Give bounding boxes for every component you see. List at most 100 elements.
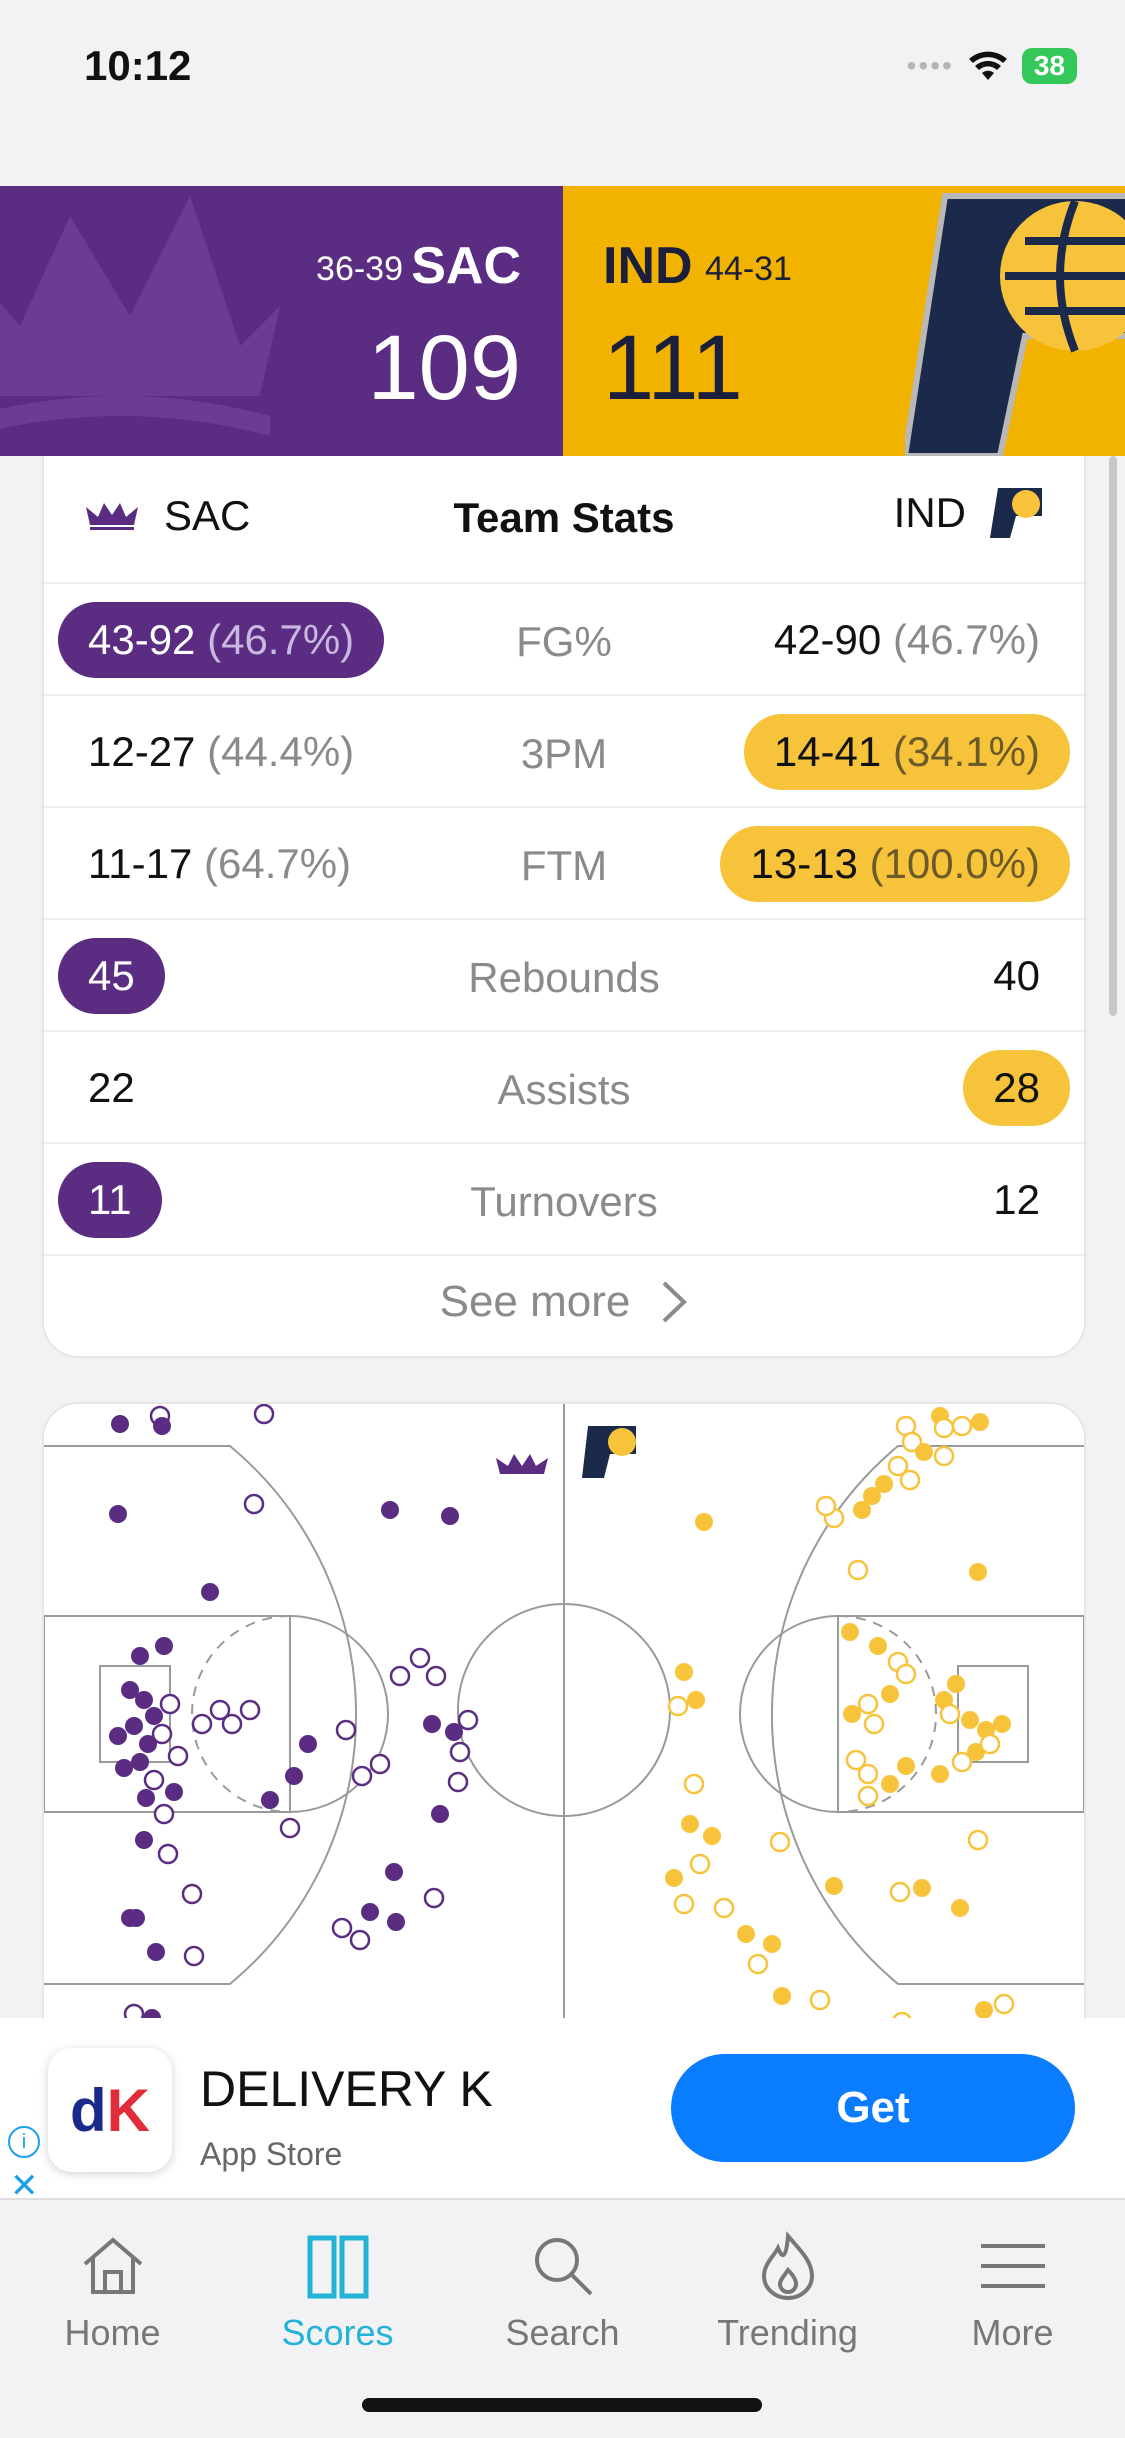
shot-marker [869,1637,887,1655]
shot-marker [971,1413,989,1431]
see-more-button[interactable]: See more [44,1248,1084,1356]
tab-more[interactable]: More [900,2230,1125,2354]
shot-marker [183,1945,205,1967]
shot-chart-card [42,1402,1086,2026]
shot-marker [683,1773,705,1795]
shot-marker [137,1789,155,1807]
shot-marker [155,1637,173,1655]
court-lines [44,1404,1084,2024]
pacers-chart-logo-icon [582,1426,636,1478]
ad-title: DELIVERY K [200,2061,493,2117]
shot-marker [889,1881,911,1903]
stat-row-ftm: 11-17 (64.7%) FTM 13-13 (100.0%) [44,808,1084,920]
team-stats-header: SAC Team Stats IND [44,456,1084,584]
shot-marker [153,1417,171,1435]
status-bar: 10:12 •••• 38 [0,0,1125,140]
shot-marker [153,1803,175,1825]
shot-marker [675,1663,693,1681]
tab-search[interactable]: Search [450,2230,675,2354]
shot-marker [191,1713,213,1735]
shot-marker [447,1771,469,1793]
stat-right-value: 42-90 (46.7%) [773,616,1040,663]
shot-marker [431,1805,449,1823]
tab-trending[interactable]: Trending [675,2230,900,2354]
shot-marker [863,1487,881,1505]
shot-marker [349,1929,371,1951]
shot-marker [713,1897,735,1919]
scroll-indicator [1109,456,1117,1016]
shot-marker [369,1753,391,1775]
shot-marker [747,1953,769,1975]
game-score-header: 36-39 SAC 109 IND 44-31 111 [0,186,1125,456]
stat-left-value: 43-92 (46.7%) [58,602,385,678]
chevron-right-icon [662,1281,688,1323]
stat-row-3pm: 12-27 (44.4%) 3PM 14-41 (34.1%) [44,696,1084,808]
shot-marker [825,1877,843,1895]
shot-marker [857,1693,879,1715]
shot-marker [109,1727,127,1745]
ad-get-button[interactable]: Get [671,2054,1075,2162]
shot-marker [915,1443,933,1461]
shot-marker [115,1759,133,1777]
stat-label: Turnovers [470,1178,658,1225]
tab-home[interactable]: Home [0,2230,225,2354]
stats-right-team-label: IND [893,489,966,536]
shot-marker [951,1751,973,1773]
tab-scores[interactable]: Scores [225,2230,450,2354]
shot-marker [239,1699,261,1721]
kings-chart-logo-icon [496,1454,548,1474]
shot-marker [331,1917,353,1939]
shot-marker [201,1583,219,1601]
shot-marker [131,1753,149,1771]
shot-marker [445,1723,463,1741]
shot-marker [969,1563,987,1581]
stat-left-value: 22 [88,1064,135,1111]
stat-right-value: 14-41 (34.1%) [743,714,1070,790]
pacers-logo-icon [905,193,1125,456]
shot-marker [857,1785,879,1807]
shot-marker [951,1415,973,1437]
shot-marker [933,1445,955,1467]
wifi-icon [968,51,1007,80]
shot-marker [425,1665,447,1687]
kings-crown-watermark-icon [0,196,280,436]
shot-marker [209,1699,231,1721]
shot-marker [673,1893,695,1915]
shot-marker [135,1831,153,1849]
away-team-panel[interactable]: 36-39 SAC 109 [0,186,563,456]
team-stats-card: SAC Team Stats IND 43-92 (46.7%) FG% 42-… [42,456,1086,1358]
shot-marker [769,1831,791,1853]
shot-marker [847,1559,869,1581]
shot-marker [109,1505,127,1523]
home-team-panel[interactable]: IND 44-31 111 [563,186,1125,456]
shot-marker [815,1495,837,1517]
stat-left-value: 45 [58,938,165,1014]
search-icon [534,2238,592,2296]
team-stats-rows: 43-92 (46.7%) FG% 42-90 (46.7%) 12-27 (4… [44,584,1084,1256]
shot-marker [947,1675,965,1693]
shot-marker [159,1693,181,1715]
shot-marker [423,1715,441,1733]
stat-left-value: 11 [58,1162,162,1238]
shot-marker [967,1829,989,1851]
shot-marker [181,1883,203,1905]
ad-info-icon[interactable]: i [8,2126,40,2158]
home-team-abbr: IND [603,237,693,295]
stat-label: FG% [516,618,612,665]
shot-marker [381,1501,399,1519]
shot-marker [737,1925,755,1943]
shot-marker [361,1903,379,1921]
stat-row-fg: 43-92 (46.7%) FG% 42-90 (46.7%) [44,584,1084,696]
shot-marker [845,1749,867,1771]
shot-marker [165,1783,183,1801]
pacers-mini-logo-icon [990,488,1042,538]
shot-marker [121,1681,139,1699]
scores-icon [307,2235,368,2299]
shot-marker [975,2001,993,2019]
shot-marker [939,1703,961,1725]
shot-marker [809,1989,831,2011]
stat-label: 3PM [520,730,608,777]
stat-row-turnovers: 11 Turnovers 12 [44,1144,1084,1256]
